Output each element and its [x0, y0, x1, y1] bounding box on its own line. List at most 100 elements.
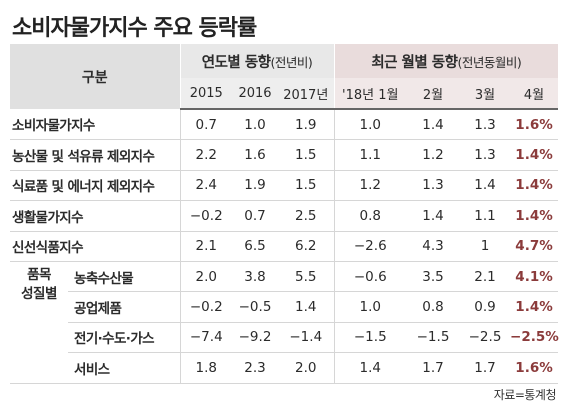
- cell-highlight: 1.6%: [510, 352, 559, 384]
- cell: 1.9: [278, 109, 335, 141]
- cell: 0.9: [460, 291, 511, 323]
- cell: 1.3: [406, 170, 461, 202]
- header-group-year: 연도별 동향(전년비): [179, 44, 335, 78]
- cell: −1.5: [333, 322, 407, 354]
- cpi-table: 구분 연도별 동향(전년비) 최근 월별 동향(전년동월비) 2015 2016…: [10, 44, 559, 384]
- cell-highlight: 4.1%: [510, 261, 559, 293]
- cell: −0.2: [179, 291, 233, 323]
- group-year-note: (전년비): [270, 54, 313, 70]
- cell: 1.4: [406, 109, 461, 141]
- cell: 1.7: [460, 352, 511, 384]
- group-month-note: (전년동월비): [457, 54, 522, 70]
- cell: −7.4: [179, 322, 233, 354]
- col-header-2017: 2017년: [278, 78, 335, 110]
- row-label: 생활물가지수: [10, 200, 181, 232]
- cell: 1: [460, 231, 511, 262]
- cell: 5.5: [278, 261, 335, 293]
- cell: 1.4: [460, 170, 511, 202]
- cell-highlight: 1.4%: [510, 291, 559, 323]
- cell: 0.7: [232, 200, 279, 232]
- cell: −2.5: [460, 322, 511, 354]
- cell: 1.1: [460, 200, 511, 232]
- cell-highlight: 4.7%: [510, 231, 559, 262]
- col-header-2016: 2016: [232, 78, 279, 110]
- col-header-jan: '18년 1월: [333, 78, 407, 110]
- source-note: 자료=통계청: [493, 388, 557, 402]
- cell: 1.0: [333, 109, 407, 141]
- cell-highlight: 1.4%: [510, 200, 559, 232]
- cell: 1.3: [460, 139, 511, 171]
- cell: 1.0: [232, 109, 279, 141]
- cell: 1.6: [232, 139, 279, 171]
- row-label: 서비스: [68, 352, 181, 384]
- page-title: 소비자물가지수 주요 등락률: [12, 16, 257, 41]
- cell: 1.3: [460, 109, 511, 141]
- cell: 1.4: [406, 200, 461, 232]
- table-row: 신선식품지수 2.1 6.5 6.2 −2.6 4.3 1 4.7%: [10, 231, 559, 262]
- cell: 3.8: [232, 261, 279, 293]
- cell: 1.1: [333, 139, 407, 171]
- cell: 1.4: [278, 291, 335, 323]
- cell: −0.6: [333, 261, 407, 293]
- cell: −9.2: [232, 322, 279, 354]
- row-label: 신선식품지수: [10, 231, 181, 262]
- cell: 0.7: [179, 109, 233, 141]
- table-row: 식료품 및 에너지 제외지수 2.4 1.9 1.5 1.2 1.3 1.4 1…: [10, 170, 559, 202]
- col-header-mar: 3월: [460, 78, 511, 110]
- row-label: 소비자물가지수: [10, 109, 181, 141]
- table-row: 공업제품 −0.2 −0.5 1.4 1.0 0.8 0.9 1.4%: [10, 291, 559, 323]
- header-category: 구분: [10, 44, 181, 109]
- cell: 6.5: [232, 231, 279, 262]
- cell: 3.5: [406, 261, 461, 293]
- cell: 2.1: [460, 261, 511, 293]
- cell-highlight: 1.6%: [510, 109, 559, 141]
- cell: 1.2: [333, 170, 407, 202]
- cell: 6.2: [278, 231, 335, 262]
- header-group-month: 최근 월별 동향(전년동월비): [333, 44, 559, 78]
- cell: 2.0: [278, 352, 335, 384]
- cell: 2.0: [179, 261, 233, 293]
- cell: 1.0: [333, 291, 407, 323]
- group-month-title: 최근 월별 동향: [371, 54, 458, 71]
- row-label: 농축수산물: [68, 261, 181, 293]
- cell: 2.2: [179, 139, 233, 171]
- row-label: 전기·수도·가스: [68, 322, 181, 354]
- cell: 1.5: [278, 139, 335, 171]
- cell: 0.8: [333, 200, 407, 232]
- cell-highlight: −2.5%: [510, 322, 559, 354]
- table-row: 전기·수도·가스 −7.4 −9.2 −1.4 −1.5 −1.5 −2.5 −…: [10, 322, 559, 354]
- col-header-apr: 4월: [510, 78, 559, 110]
- cell: 2.3: [232, 352, 279, 384]
- group-year-title: 연도별 동향: [201, 54, 271, 71]
- cell: 4.3: [406, 231, 461, 262]
- cell: −0.2: [179, 200, 233, 232]
- table-row: 서비스 1.8 2.3 2.0 1.4 1.7 1.7 1.6%: [10, 352, 559, 384]
- cell: 1.7: [406, 352, 461, 384]
- cell: 0.8: [406, 291, 461, 323]
- cell: 2.4: [179, 170, 233, 202]
- table-row: 농산물 및 석유류 제외지수 2.2 1.6 1.5 1.1 1.2 1.3 1…: [10, 139, 559, 171]
- cell: 1.4: [333, 352, 407, 384]
- cell: 2.5: [278, 200, 335, 232]
- cell: −2.6: [333, 231, 407, 262]
- group-label-line1: 품목: [27, 266, 51, 283]
- col-header-2015: 2015: [179, 78, 233, 110]
- cell: 1.9: [232, 170, 279, 202]
- table-row: 소비자물가지수 0.7 1.0 1.9 1.0 1.4 1.3 1.6%: [10, 109, 559, 141]
- cell: −1.4: [278, 322, 335, 354]
- group-label-line2: 성질별: [21, 285, 57, 302]
- row-label: 농산물 및 석유류 제외지수: [10, 139, 181, 171]
- cell-highlight: 1.4%: [510, 139, 559, 171]
- cell: −1.5: [406, 322, 461, 354]
- cell: −0.5: [232, 291, 279, 323]
- cell: 1.8: [179, 352, 233, 384]
- cell: 1.2: [406, 139, 461, 171]
- cell: 1.5: [278, 170, 335, 202]
- row-label: 식료품 및 에너지 제외지수: [10, 170, 181, 202]
- cell: 2.1: [179, 231, 233, 262]
- row-label: 공업제품: [68, 291, 181, 323]
- cell-highlight: 1.4%: [510, 170, 559, 202]
- col-header-feb: 2월: [406, 78, 461, 110]
